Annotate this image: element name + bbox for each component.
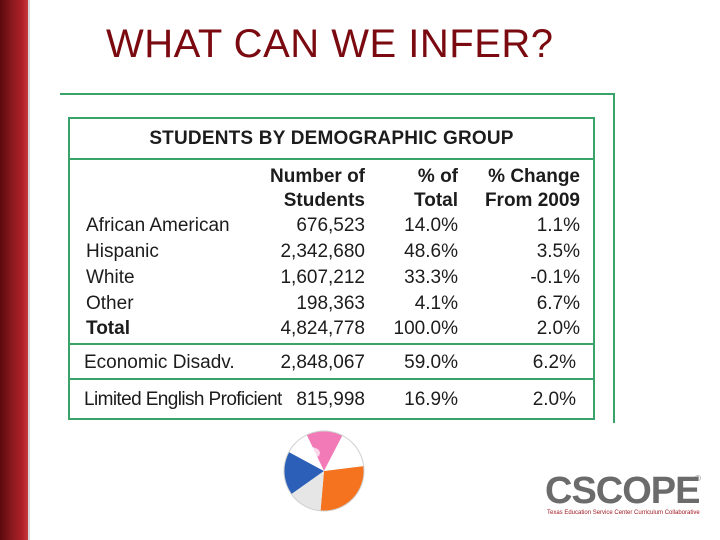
- column-header-pct-line1: % of: [417, 166, 458, 187]
- sidebar-band: [0, 0, 28, 540]
- row-number-total: 4,824,778: [280, 318, 365, 339]
- row-change-limited-english: 2.0%: [532, 389, 576, 410]
- row-pct-other: 4.1%: [414, 293, 458, 314]
- column-header-number-line1: Number of: [270, 166, 365, 187]
- row-pct-total: 100.0%: [393, 318, 458, 339]
- row-label-total: Total: [86, 318, 130, 339]
- row-number-african-american: 676,523: [296, 215, 365, 236]
- row-pct-hispanic: 48.6%: [404, 241, 458, 262]
- row-number-white: 1,607,212: [280, 267, 365, 288]
- slide-title: WHAT CAN WE INFER?: [106, 22, 554, 66]
- row-pct-economic-disadv: 59.0%: [404, 352, 458, 373]
- beach-ball-image: [283, 430, 365, 512]
- row-label-white: White: [86, 267, 135, 288]
- column-header-pct-line2: Total: [414, 190, 458, 211]
- row-change-economic-disadv: 6.2%: [532, 352, 576, 373]
- row-label-african-american: African American: [86, 215, 230, 236]
- cscope-logo-tagline: Texas Education Service Center Curriculu…: [547, 510, 700, 516]
- sidebar-edge: [28, 0, 30, 540]
- row-pct-white: 33.3%: [404, 267, 458, 288]
- cscope-logo: CSCOPE ® Texas Education Service Center …: [545, 470, 705, 522]
- divider-lep: [68, 378, 595, 380]
- column-header-number-line2: Students: [283, 190, 365, 211]
- divider-economic: [68, 343, 595, 345]
- row-label-limited-english: Limited English Proficient: [84, 389, 282, 410]
- row-pct-limited-english: 16.9%: [404, 389, 458, 410]
- row-number-hispanic: 2,342,680: [280, 241, 365, 262]
- row-change-african-american: 1.1%: [536, 215, 580, 236]
- cscope-logo-wordmark: CSCOPE: [545, 470, 700, 512]
- demographic-table: [68, 158, 595, 420]
- column-header-change-line2: From 2009: [484, 190, 580, 211]
- row-number-other: 198,363: [296, 293, 365, 314]
- row-number-economic-disadv: 2,848,067: [280, 352, 365, 373]
- row-label-hispanic: Hispanic: [86, 241, 159, 262]
- row-number-limited-english: 815,998: [296, 389, 365, 410]
- row-label-other: Other: [86, 293, 134, 314]
- table-title: STUDENTS BY DEMOGRAPHIC GROUP: [68, 117, 595, 160]
- row-change-hispanic: 3.5%: [536, 241, 580, 262]
- row-change-other: 6.7%: [536, 293, 580, 314]
- row-label-economic-disadv: Economic Disadv.: [84, 352, 235, 373]
- registered-mark: ®: [695, 474, 701, 483]
- table-frame: [60, 93, 615, 423]
- row-change-total: 2.0%: [536, 318, 580, 339]
- row-change-white: -0.1%: [530, 267, 580, 288]
- row-pct-african-american: 14.0%: [404, 215, 458, 236]
- column-header-change-line1: % Change: [488, 166, 580, 187]
